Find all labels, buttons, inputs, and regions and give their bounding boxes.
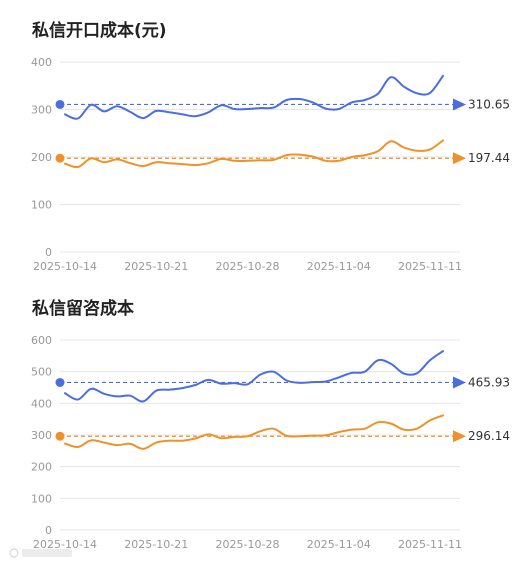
y-tick-label: 400 (31, 397, 52, 410)
y-tick-label: 400 (31, 56, 52, 69)
reference-arrow-icon (453, 98, 466, 111)
x-tick-label: 2025-11-11 (398, 538, 462, 551)
y-tick-label: 200 (31, 151, 52, 164)
reference-label: 310.65 (468, 97, 510, 111)
series-line (64, 74, 444, 120)
x-tick-label: 2025-11-11 (398, 260, 462, 273)
chart-1-title: 私信开口成本(元) (32, 21, 167, 41)
x-tick-label: 2025-11-04 (307, 538, 371, 551)
y-tick-label: 100 (31, 492, 52, 505)
y-tick-label: 600 (31, 334, 52, 347)
reference-arrow-icon (453, 430, 466, 443)
watermark-logo (9, 548, 72, 558)
series-line (64, 414, 444, 450)
chart-1-plot: 0 100 200 300 400 2025-10-14 2025-10-21 2025-10… (31, 56, 510, 273)
y-tick-label: 500 (31, 366, 52, 379)
y-tick-label: 300 (31, 104, 52, 117)
x-tick-label: 2025-10-21 (124, 260, 188, 273)
x-tick-label: 2025-10-14 (33, 260, 97, 273)
reference-arrow-icon (453, 152, 466, 165)
x-tick-label: 2025-10-14 (33, 538, 97, 551)
x-tick-label: 2025-10-28 (216, 538, 280, 551)
reference-start-dot (55, 431, 65, 441)
y-tick-label: 200 (31, 461, 52, 474)
reference-label: 296.14 (468, 429, 510, 443)
y-tick-label: 300 (31, 429, 52, 442)
series-line (64, 350, 444, 403)
reference-label: 465.93 (468, 375, 510, 389)
reference-label: 197.44 (468, 151, 510, 165)
reference-start-dot (55, 153, 65, 163)
reference-arrow-icon (453, 376, 466, 389)
y-tick-label: 0 (45, 524, 52, 537)
x-tick-label: 2025-10-28 (216, 260, 280, 273)
chart-2-title: 私信留咨成本 (32, 299, 134, 319)
y-tick-label: 0 (45, 246, 52, 259)
y-tick-label: 100 (31, 199, 52, 212)
reference-start-dot (55, 99, 65, 109)
x-tick-label: 2025-10-21 (124, 538, 188, 551)
series-line (64, 139, 444, 169)
x-tick-label: 2025-11-04 (307, 260, 371, 273)
reference-start-dot (55, 377, 65, 387)
